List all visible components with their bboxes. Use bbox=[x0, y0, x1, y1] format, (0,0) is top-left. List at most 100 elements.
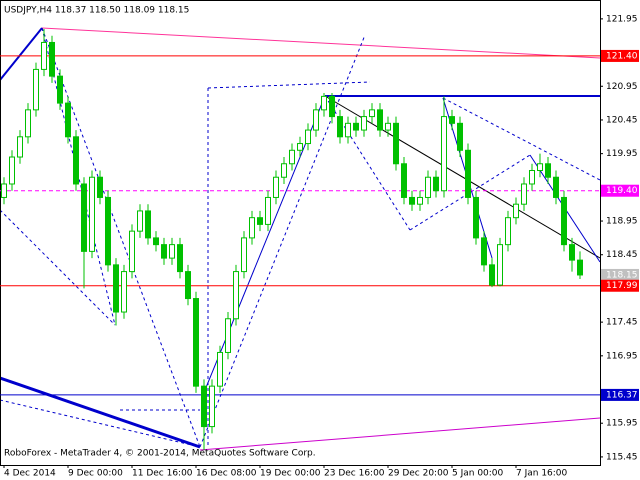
candle-body bbox=[97, 176, 103, 198]
candle-body bbox=[553, 176, 559, 198]
candle-body bbox=[17, 136, 23, 158]
candle-body bbox=[89, 176, 95, 252]
candle-body bbox=[65, 102, 71, 138]
x-tick-label: 5 Jan 00:00 bbox=[452, 469, 504, 479]
candle-body bbox=[193, 298, 199, 387]
candle-body bbox=[369, 109, 375, 118]
candle-body bbox=[33, 68, 39, 111]
candle-body bbox=[529, 170, 535, 185]
candle-body bbox=[137, 210, 143, 232]
level-label-box bbox=[601, 268, 639, 281]
candle-body bbox=[153, 237, 159, 246]
candle-body bbox=[241, 237, 247, 273]
candle-body bbox=[505, 217, 511, 246]
level-label-box bbox=[601, 279, 639, 292]
candle-body bbox=[281, 163, 287, 178]
candle-body bbox=[401, 163, 407, 198]
candle-body bbox=[473, 196, 479, 239]
trend-line bbox=[199, 34, 366, 448]
level-label: 117.99 bbox=[606, 281, 638, 291]
candle-body bbox=[233, 271, 239, 320]
x-tick-label: 11 Dec 16:00 bbox=[132, 469, 193, 479]
candle-body bbox=[521, 183, 527, 205]
trend-line bbox=[0, 27, 43, 81]
candle-body bbox=[41, 41, 47, 70]
candle-body bbox=[105, 196, 111, 266]
candle-body bbox=[577, 259, 583, 276]
candle-body bbox=[185, 271, 191, 300]
candle-body bbox=[497, 244, 503, 286]
candle-body bbox=[417, 196, 423, 205]
x-tick-label: 9 Dec 00:00 bbox=[68, 469, 123, 479]
candle-body bbox=[409, 196, 415, 205]
level-label-box bbox=[601, 388, 639, 401]
candle-body bbox=[337, 116, 343, 138]
candle-body bbox=[121, 271, 127, 313]
candle-body bbox=[177, 244, 183, 273]
candle-body bbox=[425, 176, 431, 198]
trend-line bbox=[324, 95, 601, 259]
x-tick-label: 29 Dec 20:00 bbox=[388, 469, 449, 479]
candle-body bbox=[113, 264, 119, 313]
chart-title: USDJPY,H4 118.37 118.50 118.09 118.15 bbox=[4, 6, 189, 16]
candle-body bbox=[465, 149, 471, 198]
footer: RoboForex - MetaTrader 4, © 2001-2014, M… bbox=[4, 449, 316, 459]
candle-body bbox=[545, 163, 551, 178]
x-tick-label: 4 Dec 2014 bbox=[4, 469, 56, 479]
candle-body bbox=[217, 351, 223, 387]
candle-body bbox=[361, 116, 367, 131]
candle-body bbox=[57, 75, 63, 104]
candle-body bbox=[9, 156, 15, 185]
level-label-box bbox=[601, 184, 639, 197]
candle-body bbox=[433, 176, 439, 192]
candle-body bbox=[169, 244, 175, 259]
candle-body bbox=[441, 116, 447, 192]
candle-body bbox=[537, 163, 543, 171]
candle-body bbox=[145, 210, 151, 239]
candle-body bbox=[305, 129, 311, 145]
x-tick-label: 7 Jan 16:00 bbox=[516, 469, 568, 479]
y-tick-label: 120.95 bbox=[606, 82, 638, 92]
level-label: 118.15 bbox=[606, 270, 638, 280]
level-label: 116.37 bbox=[606, 390, 638, 400]
candle-body bbox=[329, 95, 335, 118]
candle-body bbox=[385, 122, 391, 131]
candle-body bbox=[561, 196, 567, 246]
trend-line bbox=[41, 27, 601, 59]
candle-body bbox=[265, 196, 271, 225]
y-tick-label: 120.45 bbox=[606, 115, 638, 125]
trend-line bbox=[199, 417, 601, 451]
candle-body bbox=[161, 244, 167, 259]
candle-body bbox=[81, 183, 87, 252]
candle-body bbox=[1, 183, 7, 198]
level-label: 121.40 bbox=[606, 51, 638, 61]
x-tick-label: 16 Dec 08:00 bbox=[196, 469, 257, 479]
candle-body bbox=[257, 217, 263, 225]
y-tick-label: 117.45 bbox=[606, 318, 638, 328]
candle-body bbox=[273, 176, 279, 198]
trend-line bbox=[0, 399, 201, 448]
candle-body bbox=[209, 385, 215, 428]
candle-body bbox=[377, 109, 383, 131]
candle-body bbox=[481, 237, 487, 266]
candle-body bbox=[353, 122, 359, 131]
candle-body bbox=[313, 109, 319, 131]
level-label: 119.40 bbox=[606, 186, 638, 196]
candle-body bbox=[513, 203, 519, 219]
candle-body bbox=[321, 95, 327, 111]
candle-body bbox=[129, 230, 135, 273]
y-tick-label: 115.45 bbox=[606, 452, 638, 462]
candle-body bbox=[73, 136, 79, 185]
candle-body bbox=[489, 264, 495, 286]
candle-body bbox=[345, 122, 351, 138]
y-tick-label: 121.95 bbox=[606, 14, 638, 24]
candle-body bbox=[25, 109, 31, 138]
y-tick-label: 118.45 bbox=[606, 250, 638, 260]
y-tick-label: 118.95 bbox=[606, 217, 638, 227]
candle-body bbox=[201, 385, 207, 428]
y-tick-label: 116.95 bbox=[606, 351, 638, 361]
y-tick-label: 115.95 bbox=[606, 419, 638, 429]
